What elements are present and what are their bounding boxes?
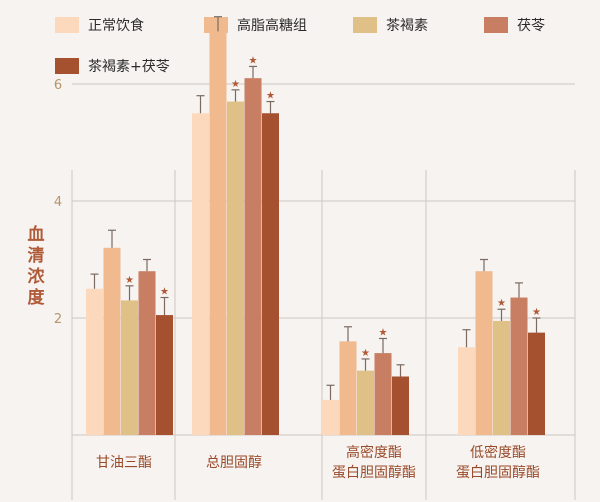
labels: 2468血清浓度甘油三酯总胆固醇高密度酯蛋白胆固醇酯低密度酯蛋白胆固醇酯 (28, 78, 541, 481)
legend-label: 茶褐素+茯苓 (88, 58, 170, 75)
category-label: 蛋白胆固醇酯 (456, 464, 540, 481)
significance-star: ★ (160, 287, 169, 298)
bar (262, 113, 279, 435)
legend-swatch (353, 17, 377, 33)
bar (339, 341, 357, 435)
bar (357, 370, 374, 435)
y-axis-label-char: 血 (28, 224, 45, 245)
significance-star: ★ (231, 79, 240, 90)
bar (121, 300, 138, 435)
significance-star: ★ (497, 298, 506, 309)
category-label: 蛋白胆固醇酯 (332, 464, 416, 481)
significance-star: ★ (532, 307, 541, 318)
category-label: 甘油三酯 (96, 455, 152, 471)
y-axis-label-char: 清 (28, 245, 45, 266)
bar (156, 315, 173, 435)
legend-label: 茯苓 (517, 17, 545, 34)
significance-star: ★ (379, 327, 388, 338)
bar (86, 288, 103, 435)
bar (510, 297, 528, 435)
y-tick-label: 4 (54, 195, 62, 210)
category-label: 总胆固醇 (206, 454, 262, 471)
bar (458, 347, 475, 435)
bar (392, 376, 409, 435)
legend-swatch (204, 17, 228, 33)
legend-label: 正常饮食 (88, 17, 144, 34)
bar (244, 78, 262, 436)
legend-swatch (55, 17, 79, 33)
significance-star: ★ (249, 55, 258, 66)
legend-label: 茶褐素 (386, 18, 428, 34)
bar (493, 320, 510, 435)
significance-star: ★ (361, 348, 370, 359)
grid (71, 83, 576, 500)
bar (528, 332, 545, 435)
bar (322, 399, 339, 435)
legend-swatch (55, 58, 79, 74)
bar (192, 113, 209, 435)
legend-label: 高脂高糖组 (237, 17, 307, 34)
significance-star: ★ (266, 91, 275, 102)
y-tick-label: 2 (54, 312, 62, 327)
legend-swatch (484, 17, 508, 33)
bar (103, 247, 121, 435)
y-axis-label-char: 浓 (28, 267, 46, 287)
y-tick-label: 6 (54, 78, 62, 93)
category-label: 高密度酯 (346, 444, 402, 461)
bar (475, 271, 493, 435)
y-axis-label-char: 度 (28, 287, 46, 308)
bars: ★ ★ ★ ★ ★ ★ ★ ★ ★ (86, 16, 545, 436)
significance-star: ★ (125, 275, 134, 286)
bar (138, 271, 156, 435)
bar (227, 101, 244, 436)
bar (209, 31, 227, 435)
bar (374, 353, 392, 435)
category-label: 低密度酯 (470, 444, 526, 461)
